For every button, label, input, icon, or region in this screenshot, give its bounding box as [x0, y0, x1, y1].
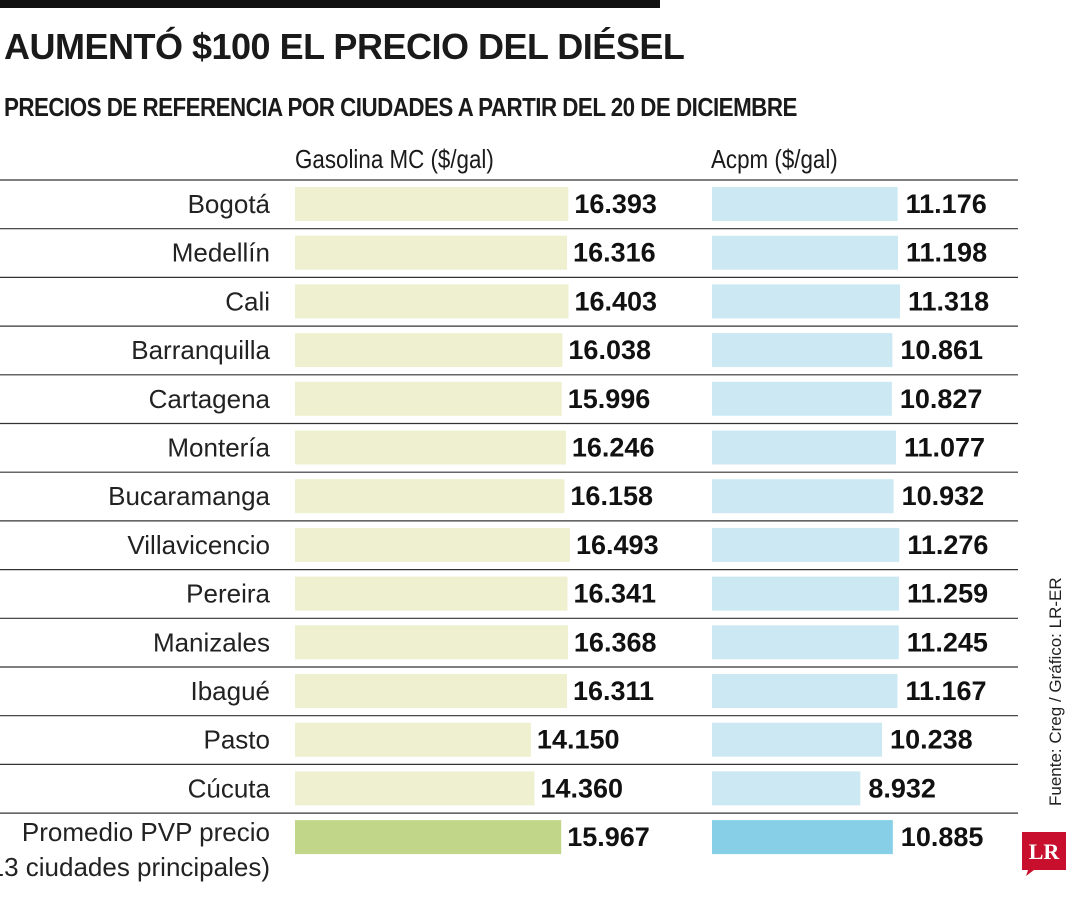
acpm-value-label: 11.318 [908, 286, 989, 316]
logo-badge [1022, 832, 1066, 876]
category-label: Barranquilla [131, 335, 270, 365]
gasolina-bar [295, 187, 569, 221]
chart-subtitle: PRECIOS DE REFERENCIA POR CIUDADES A PAR… [4, 92, 797, 122]
chart-title: AUMENTÓ $100 EL PRECIO DEL DIÉSEL [4, 26, 685, 67]
gasolina-value-label: 16.403 [574, 286, 657, 316]
gasolina-value-label: 16.246 [572, 433, 655, 463]
acpm-bar [712, 722, 883, 757]
category-label: Montería [167, 433, 270, 463]
gasolina-value-label: 16.038 [568, 335, 651, 365]
gasolina-value-label: 16.493 [576, 530, 659, 560]
summary-category-label: (13 ciudades principales) [0, 852, 270, 882]
gasolina-bar [295, 576, 568, 611]
acpm-value-label: 11.198 [906, 238, 987, 268]
gasolina-value-label: 16.311 [573, 676, 654, 706]
gasolina-bar [295, 235, 568, 270]
acpm-bar [712, 625, 899, 660]
summary-category-label: Promedio PVP precio [22, 817, 270, 847]
gasolina-bar [295, 527, 570, 562]
category-label: Ibagué [190, 676, 270, 706]
gasolina-value-label: 15.996 [568, 384, 651, 414]
gasolina-bar [295, 722, 531, 757]
gasolina-value-label: 16.341 [573, 579, 656, 609]
gasolina-bar [295, 674, 567, 708]
category-label: Bucaramanga [108, 481, 270, 511]
gasolina-value-label: 14.150 [537, 725, 620, 755]
acpm-value-label: 8.932 [868, 773, 936, 803]
category-label: Bogotá [188, 189, 271, 219]
acpm-value-label: 10.238 [890, 725, 973, 755]
acpm-bar [712, 527, 900, 562]
gasolina-bar [295, 381, 562, 416]
acpm-bar [712, 235, 899, 270]
acpm-value-label: 11.245 [907, 627, 988, 657]
acpm-bar [712, 576, 900, 611]
gasolina-average-bar [295, 820, 562, 855]
acpm-average-value-label: 10.885 [901, 822, 984, 852]
acpm-value-label: 10.827 [900, 384, 983, 414]
gasolina-value-label: 14.360 [540, 773, 623, 803]
logo-text: LR [1029, 839, 1061, 864]
gasolina-value-label: 16.316 [573, 238, 656, 268]
series-header-gasolina: Gasolina MC ($/gal) [295, 144, 494, 174]
acpm-average-bar [712, 820, 893, 855]
gasolina-value-label: 16.158 [570, 481, 653, 511]
category-label: Cúcuta [188, 773, 271, 803]
gasolina-bar [295, 333, 563, 368]
category-label: Medellín [172, 238, 270, 268]
acpm-bar [712, 333, 893, 368]
gasolina-bar [295, 771, 535, 806]
category-label: Pasto [204, 725, 271, 755]
gasolina-average-value-label: 15.967 [567, 822, 650, 852]
acpm-bar [712, 430, 896, 465]
category-label: Manizales [153, 627, 270, 657]
acpm-bar [712, 479, 894, 514]
lr-logo: LR [1022, 832, 1066, 876]
acpm-bar [712, 674, 898, 708]
acpm-bar [712, 381, 892, 416]
acpm-value-label: 10.932 [902, 481, 985, 511]
top-rule [0, 0, 660, 8]
gasolina-value-label: 16.393 [574, 189, 657, 219]
acpm-value-label: 11.276 [907, 530, 988, 560]
acpm-bar [712, 187, 898, 221]
acpm-bar [712, 284, 900, 319]
acpm-value-label: 11.176 [906, 189, 987, 219]
acpm-value-label: 11.167 [905, 676, 986, 706]
acpm-bar [712, 771, 861, 806]
acpm-value-label: 11.259 [907, 579, 988, 609]
gasolina-bar [295, 284, 569, 319]
category-label: Pereira [186, 579, 270, 609]
acpm-value-label: 11.077 [904, 433, 985, 463]
series-header-acpm: Acpm ($/gal) [711, 144, 838, 174]
acpm-value-label: 10.861 [900, 335, 983, 365]
gasolina-bar [295, 430, 566, 465]
category-label: Villavicencio [127, 530, 270, 560]
source-note: Fuente: Creg / Gráfico: LR-ER [1046, 577, 1065, 806]
gasolina-bar [295, 479, 565, 514]
gasolina-value-label: 16.368 [574, 627, 657, 657]
category-label: Cali [225, 286, 270, 316]
gasolina-bar [295, 625, 568, 660]
category-label: Cartagena [149, 384, 271, 414]
